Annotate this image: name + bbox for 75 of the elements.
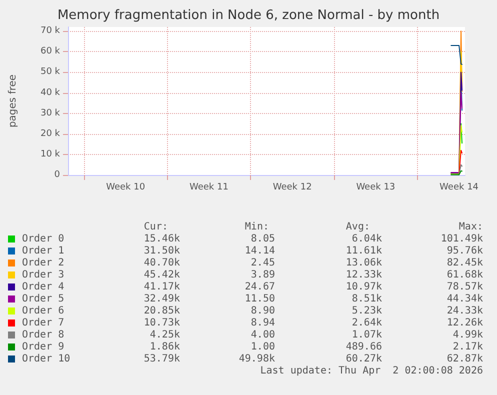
legend-label: Order 0 xyxy=(22,234,64,244)
legend-label: Order 4 xyxy=(22,282,64,292)
text: 44.34k xyxy=(446,294,483,304)
x-tick-label: Week 12 xyxy=(272,182,312,192)
legend-label: Order 10 xyxy=(22,354,70,364)
text: 4.99k xyxy=(452,330,483,340)
y-tick-label: 50 k xyxy=(40,67,61,78)
legend-label: Order 6 xyxy=(22,306,64,316)
text: 489.66 xyxy=(346,342,382,352)
text: 49.98k xyxy=(238,354,275,364)
text: 1.86k xyxy=(150,342,180,352)
x-tick-label: Week 10 xyxy=(106,182,146,192)
text: 2.17k xyxy=(452,342,483,352)
text: 101.49k xyxy=(440,234,483,244)
legend-label: Order 7 xyxy=(22,318,64,328)
text: 4.00 xyxy=(250,330,275,340)
y-tick-label: 10 k xyxy=(40,149,61,160)
text: 61.68k xyxy=(446,270,483,280)
text: Min: xyxy=(244,222,269,232)
text: 60.27k xyxy=(346,354,382,364)
legend-label: Order 1 xyxy=(22,246,64,256)
text: 12.33k xyxy=(346,270,382,280)
legend-label: Order 2 xyxy=(22,258,64,268)
y-tick-label: 70 k xyxy=(40,26,61,36)
text: 3.89 xyxy=(250,270,275,280)
text: 13.06k xyxy=(346,258,382,268)
text: 2.45 xyxy=(250,258,275,268)
text: 20.85k xyxy=(144,306,180,316)
text: 14.14 xyxy=(244,246,275,256)
text: 41.17k xyxy=(144,282,180,292)
text: 40.70k xyxy=(144,258,180,268)
text: 62.87k xyxy=(446,354,483,364)
text: 24.67 xyxy=(244,282,275,292)
text: 4.25k xyxy=(150,330,180,340)
text: 6.04k xyxy=(352,234,382,244)
text: 53.79k xyxy=(144,354,180,364)
x-tick-label: Week 14 xyxy=(440,182,479,192)
text: 95.76k xyxy=(446,246,483,256)
text: 15.46k xyxy=(144,234,180,244)
text: Max: xyxy=(458,222,483,232)
text: 1.00 xyxy=(250,342,275,352)
text: Last update: Thu Apr 2 02:00:08 2026 xyxy=(260,366,483,376)
legend-label: Order 9 xyxy=(22,342,64,352)
text: 10.73k xyxy=(144,318,180,328)
text: 2.64k xyxy=(352,318,382,328)
text: Avg: xyxy=(346,222,370,232)
text: 8.94 xyxy=(250,318,275,328)
y-tick-label: 40 k xyxy=(40,88,61,98)
text: 8.51k xyxy=(352,294,382,304)
text: 24.33k xyxy=(446,306,483,316)
text: 5.23k xyxy=(352,306,382,316)
text: 11.50 xyxy=(244,294,275,304)
text: 31.50k xyxy=(144,246,180,256)
y-tick-label: 30 k xyxy=(40,108,61,118)
text: 10.97k xyxy=(346,282,382,292)
text: 82.45k xyxy=(446,258,483,268)
x-tick-label: Week 13 xyxy=(356,182,396,192)
text: 32.49k xyxy=(144,294,180,304)
text: 11.61k xyxy=(346,246,382,256)
legend-label: Order 3 xyxy=(22,270,64,280)
legend-label: Order 8 xyxy=(22,330,64,340)
text: Cur: xyxy=(144,222,168,232)
text: 12.26k xyxy=(446,318,483,328)
y-tick-label: 0 xyxy=(54,170,60,180)
x-tick-label: Week 11 xyxy=(189,182,228,192)
legend-label: Order 5 xyxy=(22,294,64,304)
text: 78.57k xyxy=(446,282,483,292)
text: 45.42k xyxy=(144,270,180,280)
y-axis-title: pages free xyxy=(8,74,18,128)
chart-title: Memory fragmentation in Node 6, zone Normal - by month xyxy=(57,8,440,23)
y-tick-label: 60 k xyxy=(40,46,61,57)
text: 8.05 xyxy=(250,234,275,244)
text: 1.07k xyxy=(352,330,382,340)
y-tick-label: 20 k xyxy=(40,128,61,139)
text: 8.90 xyxy=(250,306,275,316)
